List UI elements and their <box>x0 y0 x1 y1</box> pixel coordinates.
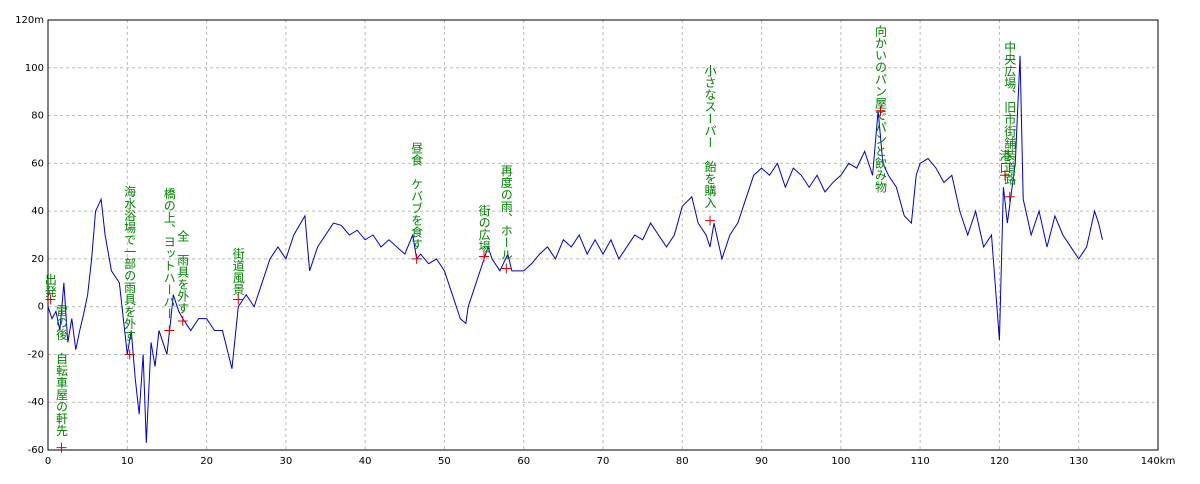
annotation: 街道風景 <box>231 247 245 295</box>
annotation: 昼食 ケバブを食す <box>410 141 424 249</box>
marker <box>1004 191 1015 202</box>
x-tick-label: 30 <box>279 456 292 467</box>
x-tick-label: 40 <box>359 456 372 467</box>
annotation: 海水浴場で一部の雨具を外す <box>123 184 137 341</box>
y-tick-label: 40 <box>31 206 44 217</box>
y-tick-label: 0 <box>38 302 44 313</box>
marker <box>999 170 1010 181</box>
annotation: 出発 <box>43 273 57 297</box>
y-tick-label: 80 <box>31 111 44 122</box>
elevation-line <box>47 55 1103 443</box>
x-tick-label: 10 <box>121 456 134 467</box>
marker <box>501 263 512 274</box>
y-tick-label: 20 <box>31 254 44 265</box>
annotation: 小さなスーパー 飴を購入 <box>703 64 717 208</box>
y-tick-label: -40 <box>28 397 44 408</box>
marker <box>45 294 56 305</box>
marker <box>479 251 490 262</box>
annotation: 橋の上、ヨットハーバー <box>162 187 176 319</box>
x-tick-label: 50 <box>438 456 451 467</box>
marker <box>164 325 175 336</box>
x-tick-label: 60 <box>517 456 530 467</box>
x-tick-label: 0 <box>45 456 51 467</box>
annotation: 全 雨具を外す <box>176 229 190 314</box>
y-tick-label: 60 <box>31 158 44 169</box>
marker <box>875 105 886 116</box>
x-tick-label: 70 <box>597 456 610 467</box>
x-tick-label: 130 <box>1069 456 1088 467</box>
marker <box>56 442 67 453</box>
annotation: 雷の後 自転車屋の軒先 <box>54 304 68 437</box>
marker <box>177 316 188 326</box>
marker <box>411 253 422 264</box>
y-tick-label: 100 <box>25 63 44 74</box>
y-tick-label: -60 <box>28 445 44 456</box>
x-tick-label: 90 <box>755 456 768 467</box>
x-tick-label: 120 <box>990 456 1009 467</box>
x-tick-label: 20 <box>200 456 213 467</box>
y-tick-label: 120m <box>15 15 44 26</box>
y-tick-label: -20 <box>28 349 44 360</box>
marker <box>705 215 716 226</box>
marker <box>233 294 244 305</box>
x-tick-label: 100 <box>831 456 850 467</box>
marker <box>124 349 135 360</box>
x-tick-label: 110 <box>911 456 930 467</box>
plot-frame <box>47 19 1159 451</box>
annotation: 港口 <box>998 149 1012 173</box>
x-tick-label: 140km <box>1141 456 1176 467</box>
annotation: 街の広場 <box>477 204 491 253</box>
x-tick-label: 80 <box>676 456 689 467</box>
annotation: 中央広場、旧市街舗装道路 <box>1003 39 1017 185</box>
annotation: 再度の雨、ホール <box>499 164 513 260</box>
